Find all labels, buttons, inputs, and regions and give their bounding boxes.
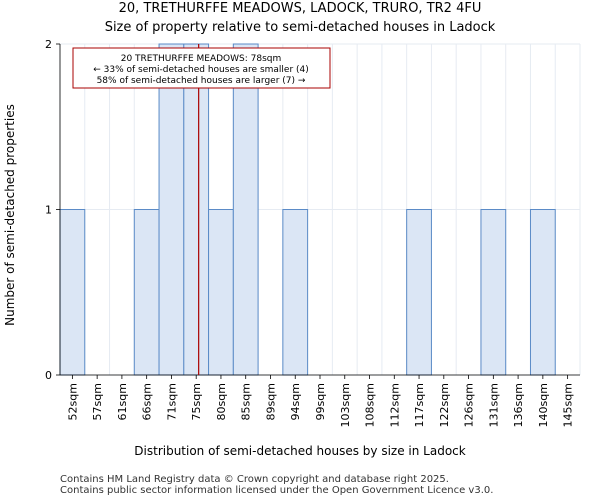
axes: 52sqm 57sqm 61sqm 66sqm 71sqm 75sqm 80sqm 85sqm… (45, 38, 580, 427)
x-tick-label: 140sqm (537, 383, 550, 427)
annotation-line-2: ← 33% of semi-detached houses are smalle… (93, 65, 309, 75)
x-tick-label: 57sqm (91, 383, 104, 420)
bar-117sqm (406, 209, 432, 376)
x-tick-label: 99sqm (314, 383, 327, 420)
y-tick-label: 0 (45, 369, 52, 382)
y-tick-label: 1 (45, 204, 52, 217)
footer-licence: Contains public sector information licen… (60, 485, 494, 496)
bar-71sqm (158, 43, 185, 376)
bar-131sqm (480, 209, 507, 376)
x-tick-label: 126sqm (463, 383, 476, 427)
x-tick-label: 117sqm (413, 383, 426, 427)
x-tick-label: 136sqm (512, 383, 525, 427)
x-tick-label: 61sqm (116, 383, 129, 420)
annotation: 20 TRETHURFFE MEADOWS: 78sqm ← 33% of se… (72, 47, 331, 89)
y-axis-label: Number of semi-detached properties (3, 104, 17, 326)
chart-subtitle: Size of property relative to semi-detach… (104, 20, 496, 35)
bar-85sqm (232, 43, 259, 376)
bar-66sqm (133, 209, 160, 376)
x-tick-label: 122sqm (438, 383, 451, 427)
footer-copyright: Contains HM Land Registry data © Crown c… (60, 474, 449, 485)
x-tick-label: 52sqm (66, 383, 79, 420)
bar-75sqm (183, 43, 210, 376)
x-tick-label: 71sqm (165, 383, 178, 420)
x-tick-label: 94sqm (289, 383, 302, 420)
chart-title: 20, TRETHURFFE MEADOWS, LADOCK, TRURO, T… (118, 1, 482, 16)
x-tick-label: 89sqm (264, 383, 277, 420)
bar-140sqm (529, 209, 556, 376)
annotation-line-3: 58% of semi-detached houses are larger (… (97, 76, 306, 86)
annotation-line-1: 20 TRETHURFFE MEADOWS: 78sqm (121, 54, 282, 64)
x-tick-label: 112sqm (388, 383, 401, 427)
bar-80sqm (208, 209, 234, 376)
y-tick-label: 2 (45, 38, 52, 51)
x-axis-label: Distribution of semi-detached houses by … (134, 444, 466, 458)
x-tick-label: 75sqm (190, 383, 203, 420)
x-tick-label: 85sqm (240, 383, 253, 420)
x-tick-label: 80sqm (215, 383, 228, 420)
x-tick-label: 131sqm (487, 383, 500, 427)
x-tick-label: 103sqm (339, 383, 352, 427)
bar-94sqm (282, 209, 309, 376)
x-tick-label: 145sqm (562, 383, 575, 427)
bar-52sqm (59, 209, 86, 376)
x-tick-label: 108sqm (364, 383, 377, 427)
x-tick-label: 66sqm (141, 383, 154, 420)
annotation-box (72, 47, 331, 89)
